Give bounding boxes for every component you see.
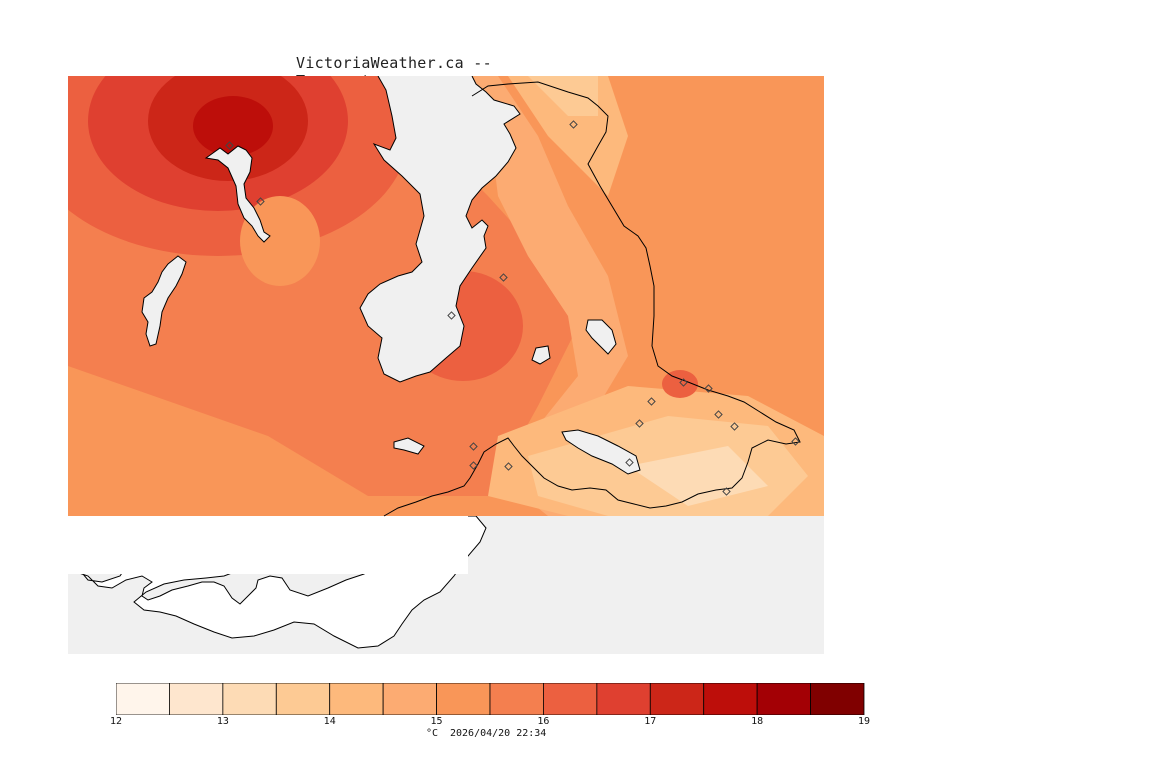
lake-shawnigan [204,145,271,243]
station-marker[interactable] [730,422,739,431]
legend-tick-label: 13 [216,716,229,727]
legend-tick-label: 14 [323,716,336,727]
station-marker[interactable] [256,197,265,206]
station-marker[interactable] [635,419,644,428]
station-marker[interactable] [791,437,800,446]
color-legend [116,683,865,715]
legend-bin [169,683,224,715]
legend-bin [810,683,865,715]
map-canvas [68,76,824,654]
station-marker[interactable] [625,458,634,467]
station-marker[interactable] [504,462,513,471]
legend-tick-label: 16 [537,716,550,727]
timestamp: 2026/04/20 22:34 [450,728,547,739]
temperature-map [68,76,824,654]
lake-elk [585,319,617,355]
coastline-inlet [359,76,521,383]
legend-bin [116,683,170,715]
legend-tick-label: 18 [751,716,764,727]
legend-bin [543,683,598,715]
legend-bin [703,683,758,715]
legend-bin [436,683,491,715]
station-marker[interactable] [569,120,578,129]
station-marker[interactable] [704,384,713,393]
legend-bin [222,683,277,715]
station-marker[interactable] [679,378,688,387]
station-markers [225,120,800,496]
station-marker[interactable] [499,273,508,282]
station-marker[interactable] [714,410,723,419]
harbour [561,429,641,475]
legend-tick-label: 19 [857,716,871,727]
units-label: °C [426,728,439,739]
legend-bin [489,683,544,715]
no-data-land-strip [68,514,468,574]
coastline-saanich [383,81,801,517]
legend-bin [382,683,437,715]
lake-langford [393,437,425,455]
station-marker[interactable] [722,487,731,496]
station-marker[interactable] [647,397,656,406]
station-marker[interactable] [469,461,478,470]
legend-tick-label: 17 [644,716,657,727]
legend-tick-label: 15 [430,716,443,727]
station-marker[interactable] [469,442,478,451]
legend-tick-label: 12 [109,716,123,727]
station-marker[interactable] [225,141,234,150]
legend-colorbar [116,683,865,715]
lake-west [141,255,187,347]
legend-bin [329,683,384,715]
station-marker[interactable] [447,311,456,320]
legend-bin [596,683,651,715]
legend-bin [756,683,811,715]
lake-small [531,345,551,365]
legend-bin [649,683,705,715]
legend-bin [275,683,331,715]
